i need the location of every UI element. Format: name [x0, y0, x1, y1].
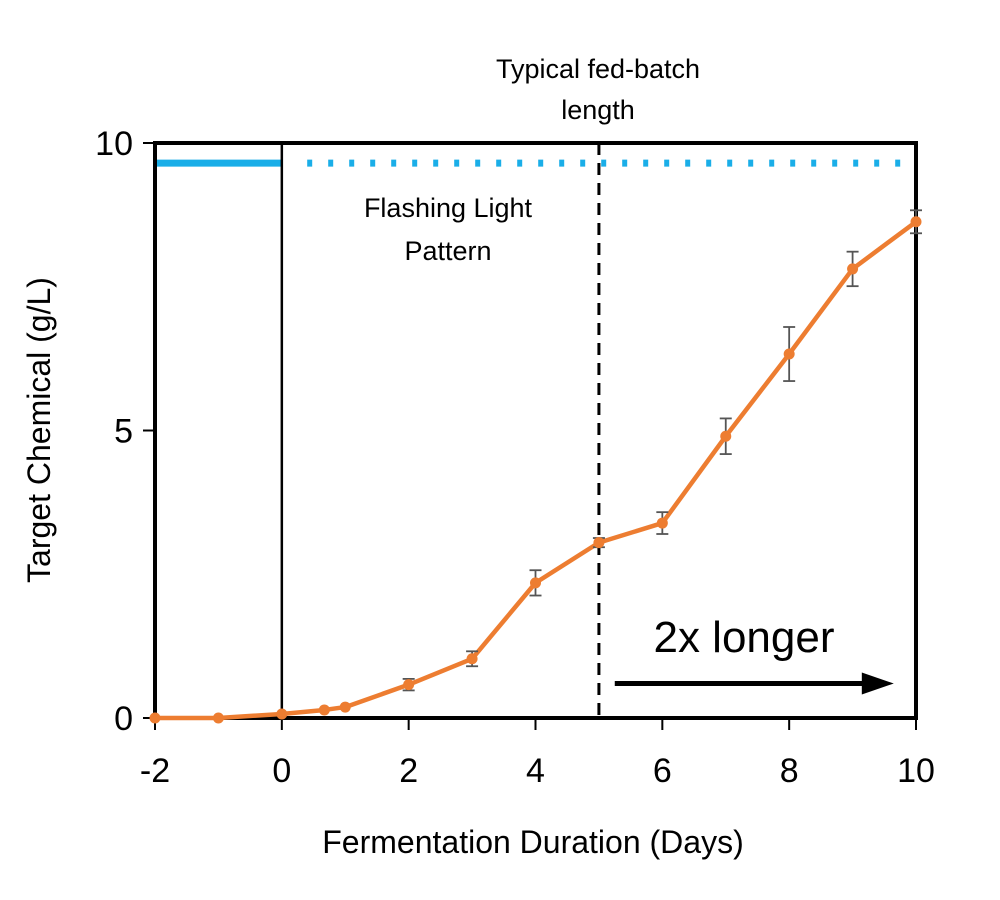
x-tick-label: 2 — [399, 752, 418, 790]
data-point — [656, 517, 668, 529]
data-point — [212, 712, 224, 724]
series-line — [155, 219, 918, 721]
data-point — [339, 701, 351, 713]
light-label-line2: Pattern — [404, 236, 491, 266]
light-label-line1: Flashing Light — [364, 193, 533, 223]
x-tick-label: 4 — [526, 752, 545, 790]
x-tick-label: -2 — [140, 752, 170, 790]
data-point — [783, 348, 795, 360]
data-point — [276, 708, 288, 720]
y-tick-label: 5 — [114, 413, 133, 451]
data-point — [847, 263, 859, 275]
x-tick-label: 8 — [780, 752, 799, 790]
data-point — [593, 537, 605, 549]
data-point — [318, 704, 330, 716]
data-point — [466, 653, 478, 665]
fed-batch-label-line2: length — [561, 95, 635, 125]
x-tick-label: 0 — [272, 752, 291, 790]
y-tick-label: 0 — [114, 700, 133, 738]
data-point — [149, 712, 161, 724]
fed-batch-label-line1: Typical fed-batch — [496, 54, 700, 84]
data-point — [403, 679, 415, 691]
data-point — [910, 216, 922, 228]
y-axis-label: Target Chemical (g/L) — [21, 277, 57, 583]
arrow-head-icon — [861, 672, 894, 695]
x-axis-label: Fermentation Duration (Days) — [322, 824, 743, 860]
y-tick-label: 10 — [95, 125, 133, 163]
data-point — [720, 430, 732, 442]
data-point — [530, 577, 541, 589]
x-tick-label: 6 — [653, 752, 672, 790]
x-tick-label: 10 — [897, 752, 935, 790]
arrow-text: 2x longer — [653, 613, 834, 662]
